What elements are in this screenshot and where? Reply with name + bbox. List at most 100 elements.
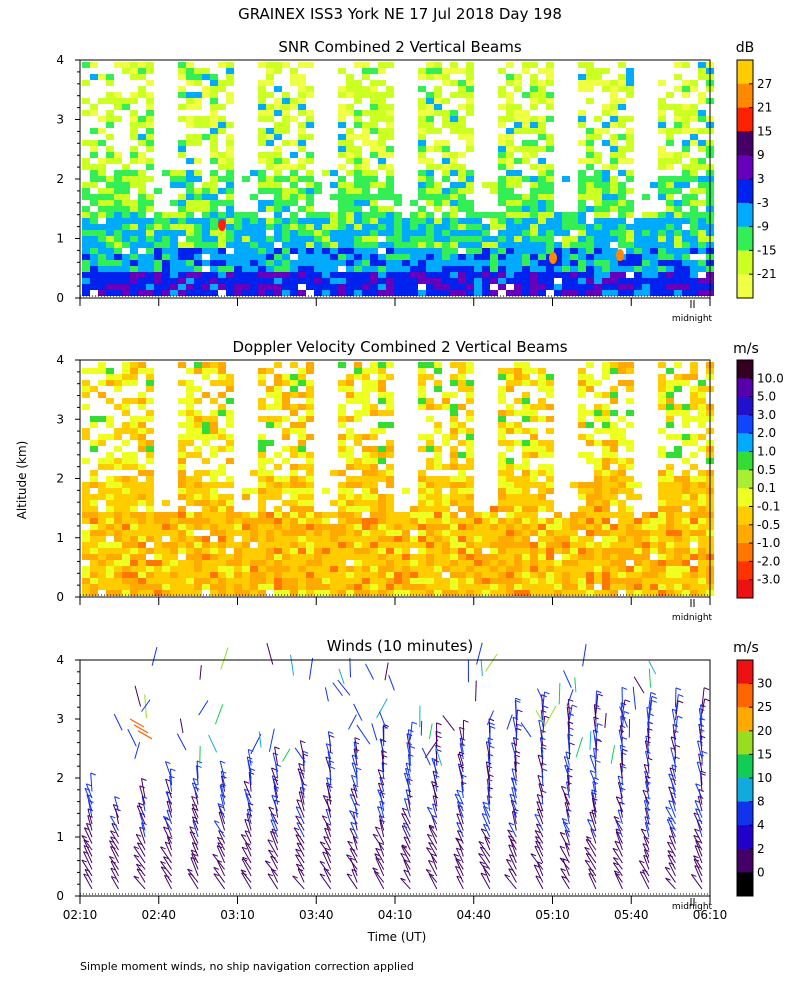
- heatmap-cell: [538, 494, 546, 500]
- heatmap-cell: [250, 572, 258, 578]
- heatmap-cell: [394, 590, 402, 596]
- heatmap-cell: [162, 230, 170, 236]
- heatmap-cell: [202, 272, 210, 278]
- heatmap-cell: [610, 548, 618, 554]
- heatmap-cell: [466, 188, 474, 194]
- heatmap-cell: [210, 542, 218, 548]
- heatmap-cell: [106, 248, 114, 254]
- heatmap-cell: [586, 512, 594, 518]
- heatmap-cell: [82, 506, 90, 512]
- heatmap-cell: [250, 254, 258, 260]
- heatmap-cell: [210, 452, 218, 458]
- heatmap-cell: [522, 440, 530, 446]
- heatmap-cell: [618, 272, 626, 278]
- heatmap-cell: [618, 542, 626, 548]
- heatmap-cell: [466, 512, 474, 518]
- heatmap-cell: [386, 512, 394, 518]
- heatmap-cell: [514, 548, 522, 554]
- heatmap-cell: [106, 206, 114, 212]
- heatmap-cell: [370, 284, 378, 290]
- heatmap-cell: [658, 536, 666, 542]
- heatmap-cell: [498, 536, 506, 542]
- heatmap-cell: [530, 98, 538, 104]
- heatmap-cell: [258, 542, 266, 548]
- heatmap-cell: [626, 80, 634, 86]
- heatmap-cell: [162, 548, 170, 554]
- heatmap-cell: [106, 476, 114, 482]
- heatmap-cell: [434, 110, 442, 116]
- heatmap-cell: [242, 218, 250, 224]
- heatmap-cell: [466, 110, 474, 116]
- heatmap-cell: [570, 560, 578, 566]
- colorbar-label: -1.0: [757, 536, 780, 550]
- heatmap-cell: [698, 248, 706, 254]
- heatmap-cell: [698, 512, 706, 518]
- heatmap-cell: [586, 386, 594, 392]
- heatmap-cell: [626, 68, 634, 74]
- heatmap-cell: [266, 158, 274, 164]
- heatmap-cell: [690, 386, 698, 392]
- heatmap-cell: [218, 362, 226, 368]
- wind-barb: [220, 794, 226, 812]
- heatmap-cell: [450, 122, 458, 128]
- heatmap-cell: [314, 584, 322, 590]
- heatmap-cell: [466, 584, 474, 590]
- wind-barb-flag: [240, 869, 247, 873]
- heatmap-cell: [594, 410, 602, 416]
- heatmap-cell: [186, 98, 194, 104]
- wind-barb: [508, 854, 517, 870]
- heatmap-cell: [98, 458, 106, 464]
- heatmap-cell: [466, 182, 474, 188]
- heatmap-cell: [618, 530, 626, 536]
- heatmap-cell: [218, 566, 226, 572]
- heatmap-cell: [266, 236, 274, 242]
- heatmap-cell: [386, 128, 394, 134]
- heatmap-cell: [274, 374, 282, 380]
- heatmap-cell: [202, 368, 210, 374]
- heatmap-cell: [194, 176, 202, 182]
- heatmap-cell: [418, 530, 426, 536]
- heatmap-cell: [130, 224, 138, 230]
- heatmap-cell: [386, 134, 394, 140]
- heatmap-cell: [122, 182, 130, 188]
- heatmap-cell: [618, 380, 626, 386]
- heatmap-cell: [122, 260, 130, 266]
- heatmap-cell: [370, 116, 378, 122]
- heatmap-cell: [458, 176, 466, 182]
- heatmap-cell: [234, 566, 242, 572]
- heatmap-cell: [362, 536, 370, 542]
- heatmap-cell: [394, 230, 402, 236]
- heatmap-cell: [426, 416, 434, 422]
- wind-barb: [377, 806, 385, 825]
- heatmap-cell: [306, 236, 314, 242]
- heatmap-cell: [90, 260, 98, 266]
- heatmap-cell: [122, 236, 130, 242]
- heatmap-cell: [674, 122, 682, 128]
- heatmap-cell: [266, 566, 274, 572]
- heatmap-cell: [410, 242, 418, 248]
- wind-barb: [403, 772, 411, 792]
- heatmap-cell: [418, 386, 426, 392]
- heatmap-cell: [690, 494, 698, 500]
- heatmap-cell: [394, 260, 402, 266]
- heatmap-cell: [234, 524, 242, 530]
- heatmap-cell: [394, 566, 402, 572]
- heatmap-cell: [570, 590, 578, 596]
- heatmap-cell: [210, 98, 218, 104]
- heatmap-cell: [626, 398, 634, 404]
- heatmap-cell: [154, 566, 162, 572]
- heatmap-cell: [186, 584, 194, 590]
- heatmap-cell: [602, 572, 610, 578]
- heatmap-cell: [378, 578, 386, 584]
- heatmap-cell: [498, 188, 506, 194]
- heatmap-cell: [490, 572, 498, 578]
- heatmap-cell: [594, 206, 602, 212]
- heatmap-cell: [194, 236, 202, 242]
- heatmap-cell: [618, 536, 626, 542]
- heatmap-cell: [466, 104, 474, 110]
- heatmap-cell: [498, 494, 506, 500]
- heatmap-cell: [610, 452, 618, 458]
- heatmap-cell: [626, 566, 634, 572]
- heatmap-cell: [522, 200, 530, 206]
- heatmap-cell: [498, 194, 506, 200]
